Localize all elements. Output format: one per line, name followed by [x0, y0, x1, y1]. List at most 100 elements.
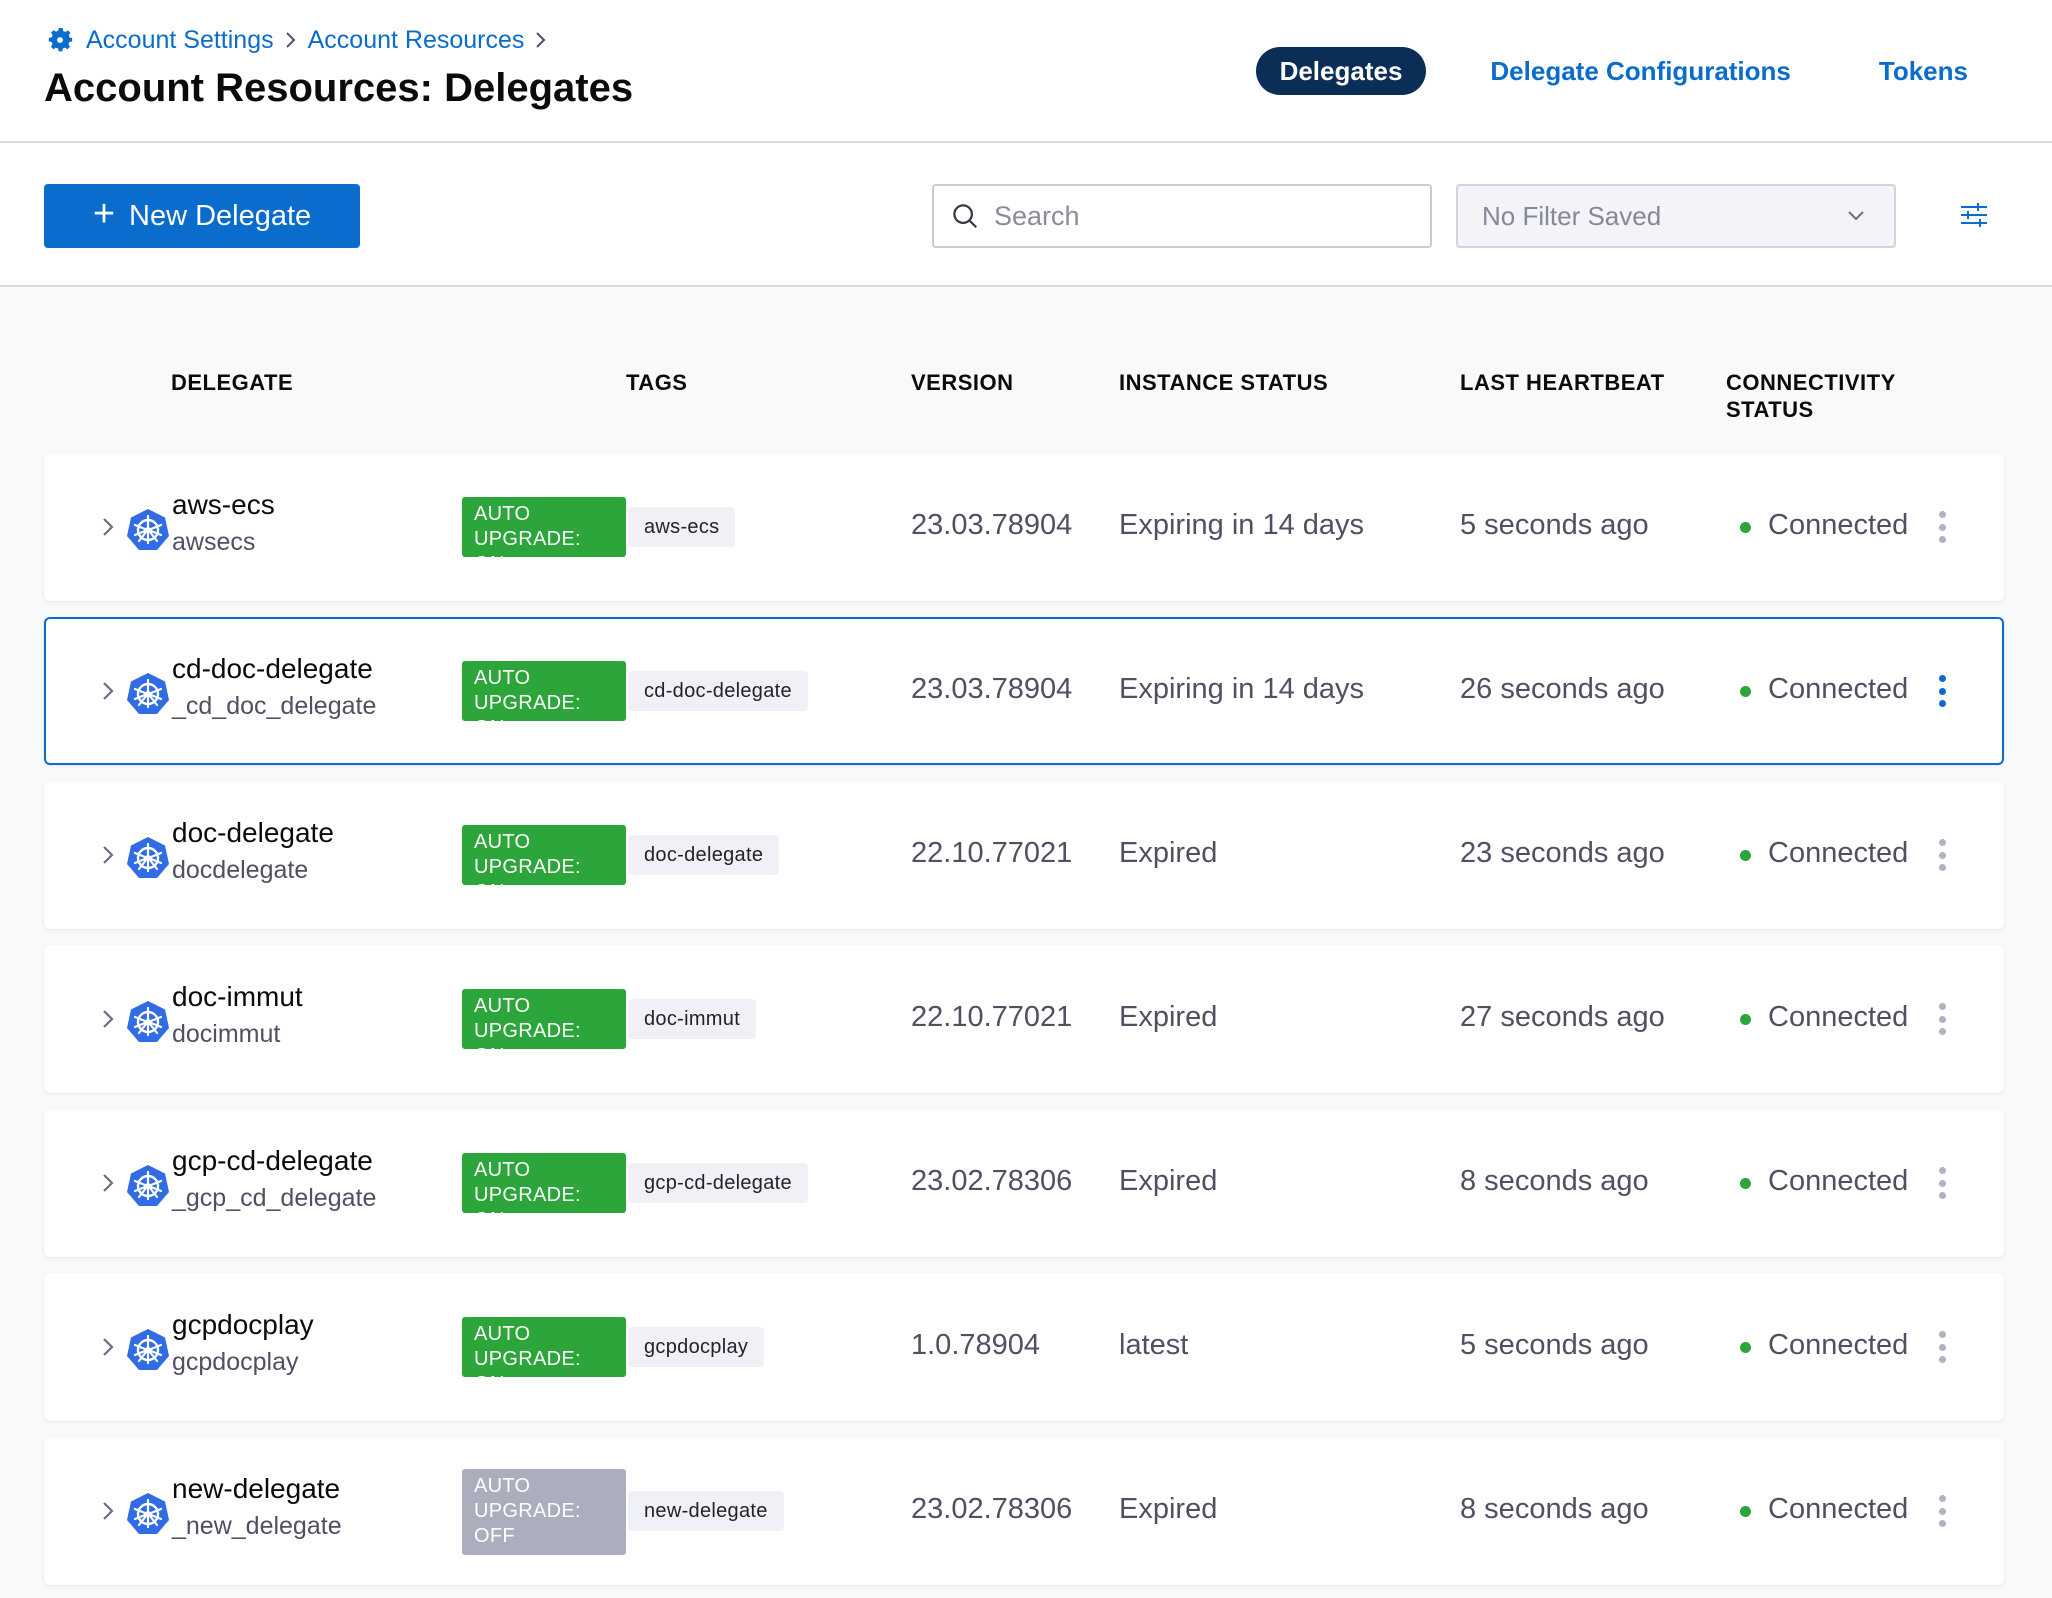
breadcrumb-separator-icon: [534, 30, 548, 50]
last-heartbeat: 5 seconds ago: [1460, 1329, 1649, 1361]
connectivity-status: Connected: [1768, 1493, 1909, 1525]
delegate-tag: doc-immut: [628, 999, 757, 1039]
kubernetes-icon: [126, 835, 170, 879]
kubernetes-icon: [126, 1491, 170, 1535]
chevron-right-icon[interactable]: [98, 843, 118, 867]
toolbar: + New Delegate No Filter Saved: [0, 143, 2052, 287]
connected-status-dot: [1740, 1506, 1751, 1517]
more-vertical-icon[interactable]: [1932, 507, 1952, 547]
connected-status-dot: [1740, 686, 1751, 697]
delegate-version: 1.0.78904: [911, 1329, 1041, 1361]
more-vertical-icon[interactable]: [1932, 835, 1952, 875]
table-row[interactable]: doc-delegate docdelegate AUTO UPGRADE: ON…: [44, 781, 2004, 929]
auto-upgrade-badge-line: UPGRADE: ON: [474, 692, 581, 739]
instance-status: Expired: [1119, 1493, 1218, 1525]
delegate-name: gcp-cd-delegate: [172, 1145, 373, 1176]
table-row[interactable]: doc-immut docimmut AUTO UPGRADE: ON doc-i…: [44, 945, 2004, 1093]
last-heartbeat: 5 seconds ago: [1460, 509, 1649, 541]
delegate-tag: new-delegate: [628, 1491, 784, 1531]
delegate-version: 23.02.78306: [911, 1493, 1073, 1525]
more-vertical-icon[interactable]: [1932, 1163, 1952, 1203]
connected-status-dot: [1740, 850, 1751, 861]
connectivity-status: Connected: [1768, 509, 1909, 541]
auto-upgrade-badge-line: UPGRADE: ON: [474, 1348, 581, 1395]
delegate-name: gcpdocplay: [172, 1309, 314, 1340]
table-row[interactable]: cd-doc-delegate _cd_doc_delegate AUTO UPG…: [44, 617, 2004, 765]
delegate-name: aws-ecs: [172, 489, 275, 520]
more-vertical-icon[interactable]: [1932, 1327, 1952, 1367]
auto-upgrade-badge: AUTO UPGRADE: ON: [462, 661, 626, 739]
last-heartbeat: 8 seconds ago: [1460, 1165, 1649, 1197]
more-vertical-icon[interactable]: [1932, 1491, 1952, 1531]
column-header-connectivity-line2: STATUS: [1726, 397, 1814, 422]
instance-status: Expired: [1119, 1001, 1218, 1033]
auto-upgrade-badge-line: UPGRADE: ON: [474, 1020, 581, 1067]
breadcrumb-account-settings[interactable]: Account Settings: [86, 25, 274, 54]
kubernetes-icon: [126, 671, 170, 715]
column-header-connectivity-line1: CONNECTIVITY: [1726, 370, 1896, 395]
table-row[interactable]: aws-ecs awsecs AUTO UPGRADE: ON aws-ecs 2…: [44, 453, 2004, 601]
auto-upgrade-badge: AUTO UPGRADE: ON: [462, 825, 626, 903]
new-delegate-button[interactable]: + New Delegate: [44, 184, 360, 248]
delegate-identifier: _new_delegate: [172, 1512, 342, 1540]
more-vertical-icon[interactable]: [1932, 671, 1952, 711]
page-header: Account Settings Account Resources Accou…: [0, 0, 2052, 143]
column-header-last-heartbeat: LAST HEARTBEAT: [1460, 370, 1665, 395]
table-row[interactable]: gcpdocplay gcpdocplay AUTO UPGRADE: ON gc…: [44, 1273, 2004, 1421]
instance-status: Expired: [1119, 1165, 1218, 1197]
instance-status: Expired: [1119, 837, 1218, 869]
saved-filter-select[interactable]: No Filter Saved: [1456, 184, 1896, 248]
delegate-tag: cd-doc-delegate: [628, 671, 808, 711]
chevron-right-icon[interactable]: [98, 1499, 118, 1523]
gear-icon: [44, 24, 76, 56]
more-vertical-icon[interactable]: [1932, 999, 1952, 1039]
chevron-right-icon[interactable]: [98, 1171, 118, 1195]
resource-tabs: Delegates Delegate Configurations Tokens: [1255, 46, 1992, 96]
chevron-down-icon: [1846, 209, 1866, 223]
chevron-right-icon[interactable]: [98, 679, 118, 703]
chevron-right-icon[interactable]: [98, 1335, 118, 1359]
kubernetes-icon: [126, 999, 170, 1043]
auto-upgrade-badge-line: UPGRADE: ON: [474, 528, 581, 575]
column-header-version: VERSION: [911, 370, 1014, 395]
delegate-version: 23.03.78904: [911, 509, 1073, 541]
auto-upgrade-badge-line: AUTO: [474, 995, 531, 1017]
chevron-right-icon[interactable]: [98, 515, 118, 539]
table-row[interactable]: new-delegate _new_delegate AUTO UPGRADE: O…: [44, 1437, 2004, 1585]
auto-upgrade-badge-line: AUTO: [474, 667, 531, 689]
search-box[interactable]: [932, 184, 1432, 248]
delegate-identifier: awsecs: [172, 528, 256, 556]
auto-upgrade-badge-line: AUTO: [474, 1475, 531, 1497]
delegate-version: 23.02.78306: [911, 1165, 1073, 1197]
auto-upgrade-badge-line: UPGRADE:: [474, 1500, 581, 1522]
tab-delegates[interactable]: Delegates: [1255, 47, 1427, 95]
delegate-identifier: gcpdocplay: [172, 1348, 299, 1376]
auto-upgrade-badge: AUTO UPGRADE: ON: [462, 1153, 626, 1231]
delegate-tag: aws-ecs: [628, 507, 736, 547]
delegate-version: 23.03.78904: [911, 673, 1073, 705]
connected-status-dot: [1740, 1178, 1751, 1189]
delegate-tag: gcpdocplay: [628, 1327, 765, 1367]
connectivity-status: Connected: [1768, 1001, 1909, 1033]
table-row[interactable]: gcp-cd-delegate _gcp_cd_delegate AUTO UPG…: [44, 1109, 2004, 1257]
tab-delegate-configurations[interactable]: Delegate Configurations: [1490, 55, 1791, 86]
auto-upgrade-badge-line: OFF: [474, 1525, 515, 1547]
last-heartbeat: 27 seconds ago: [1460, 1001, 1665, 1033]
breadcrumb-account-resources[interactable]: Account Resources: [307, 25, 525, 54]
saved-filter-value: No Filter Saved: [1482, 200, 1662, 231]
new-delegate-label: New Delegate: [129, 199, 312, 232]
kubernetes-icon: [126, 507, 170, 551]
tab-tokens[interactable]: Tokens: [1878, 55, 1968, 86]
search-input[interactable]: [994, 200, 1394, 232]
chevron-right-icon[interactable]: [98, 1007, 118, 1031]
page-title: Account Resources: Delegates: [44, 66, 634, 110]
auto-upgrade-badge-line: UPGRADE: ON: [474, 856, 581, 903]
delegate-version: 22.10.77021: [911, 1001, 1073, 1033]
delegate-identifier: _cd_doc_delegate: [172, 692, 377, 720]
auto-upgrade-badge-line: AUTO: [474, 1323, 531, 1345]
connectivity-status: Connected: [1768, 837, 1909, 869]
connected-status-dot: [1740, 1014, 1751, 1025]
filter-settings-button[interactable]: [1954, 195, 1994, 235]
delegate-version: 22.10.77021: [911, 837, 1073, 869]
auto-upgrade-badge: AUTO UPGRADE: ON: [462, 497, 626, 575]
